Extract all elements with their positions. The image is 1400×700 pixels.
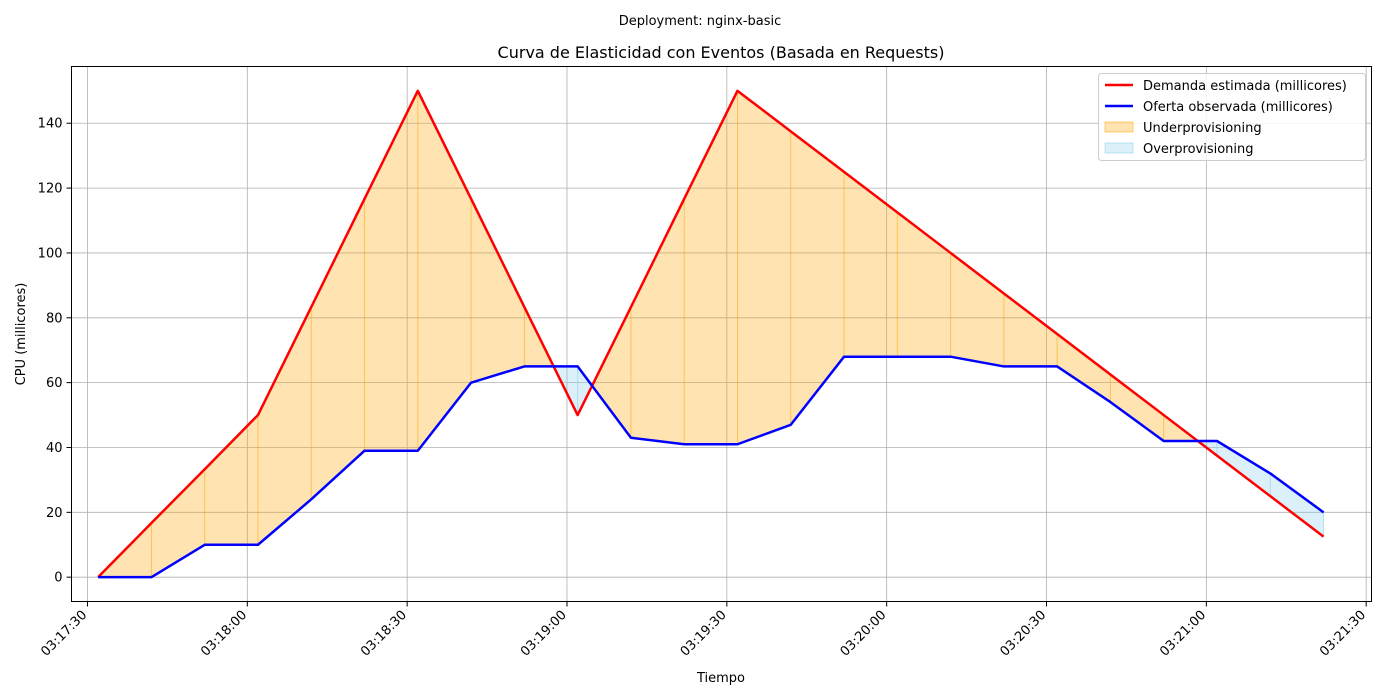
underprovisioning-area (417, 90, 472, 451)
underprovisioning-area (471, 198, 525, 383)
y-tick-label: 60 (46, 376, 63, 391)
underprovisioning-area (844, 171, 898, 357)
y-tick-label: 40 (46, 441, 63, 456)
y-tick-label: 140 (38, 117, 63, 132)
legend-label-under: Underprovisioning (1143, 121, 1262, 136)
x-tick-label: 03:18:30 (358, 608, 410, 660)
y-tick-label: 20 (46, 506, 63, 521)
underprovisioning-area (151, 469, 205, 578)
series-lines (97, 89, 1325, 579)
underprovisioning-area (737, 90, 791, 445)
underprovisioning-area (684, 90, 738, 445)
x-axis-label: Tiempo (696, 671, 745, 686)
demand-line (97, 89, 1325, 579)
underprovisioning-area (592, 307, 631, 438)
chart-title: Curva de Elasticidad con Eventos (Basada… (498, 43, 945, 62)
underprovisioning-area (1110, 374, 1164, 441)
suptitle: Deployment: nginx-basic (619, 14, 782, 29)
underprovisioning-area (311, 198, 365, 500)
underprovisioning-area (364, 90, 418, 451)
x-tick-label: 03:19:00 (518, 608, 570, 660)
underprovisioning-area (204, 415, 258, 545)
supply-line (98, 355, 1325, 579)
y-tick-label: 100 (38, 246, 63, 261)
x-tick-label: 03:17:30 (38, 608, 90, 660)
legend-swatch-under (1104, 121, 1134, 133)
underprovisioning-area (630, 198, 685, 445)
legend-label-supply: Oferta observada (millicores) (1143, 100, 1333, 115)
x-tick-label: 03:20:30 (997, 608, 1049, 660)
underprovisioning-area (1057, 334, 1111, 403)
x-tick-label: 03:20:00 (838, 608, 890, 660)
y-axis-label: CPU (millicores) (14, 283, 29, 386)
x-tick-label: 03:21:30 (1317, 608, 1369, 660)
underprovisioning-area (257, 307, 312, 545)
fill-hatch-lines (150, 90, 1325, 578)
x-tick-label: 03:18:00 (198, 608, 250, 660)
legend-box (1098, 73, 1366, 161)
overprovisioning-area (577, 366, 593, 416)
y-tick-label: 80 (46, 311, 63, 326)
legend-label-demand: Demanda estimada (millicores) (1143, 79, 1347, 94)
legend-swatch-over (1104, 142, 1134, 154)
plot-frame (71, 66, 1372, 602)
underprovisioning-area (950, 252, 1004, 367)
x-tick-label: 03:19:30 (678, 608, 730, 660)
underprovisioning-area (790, 131, 845, 425)
underprovisioning-area (897, 212, 951, 357)
legend: Demanda estimada (millicores) Oferta obs… (1098, 73, 1366, 161)
overprovisioning-area (1270, 473, 1324, 537)
legend-label-over: Overprovisioning (1143, 142, 1254, 157)
y-tick-label: 120 (38, 182, 63, 197)
x-axis-ticks: 03:17:30 03:18:00 03:18:30 03:19:00 03:19:30… (38, 601, 1369, 660)
overprovisioning-area (1216, 441, 1271, 497)
y-tick-label: 0 (54, 571, 62, 586)
x-tick-label: 03:21:00 (1157, 608, 1209, 660)
y-axis-ticks: 0 20 40 60 80 100 120 140 (38, 117, 72, 586)
underprovisioning-area (1003, 293, 1058, 367)
fill-areas (98, 90, 1324, 578)
